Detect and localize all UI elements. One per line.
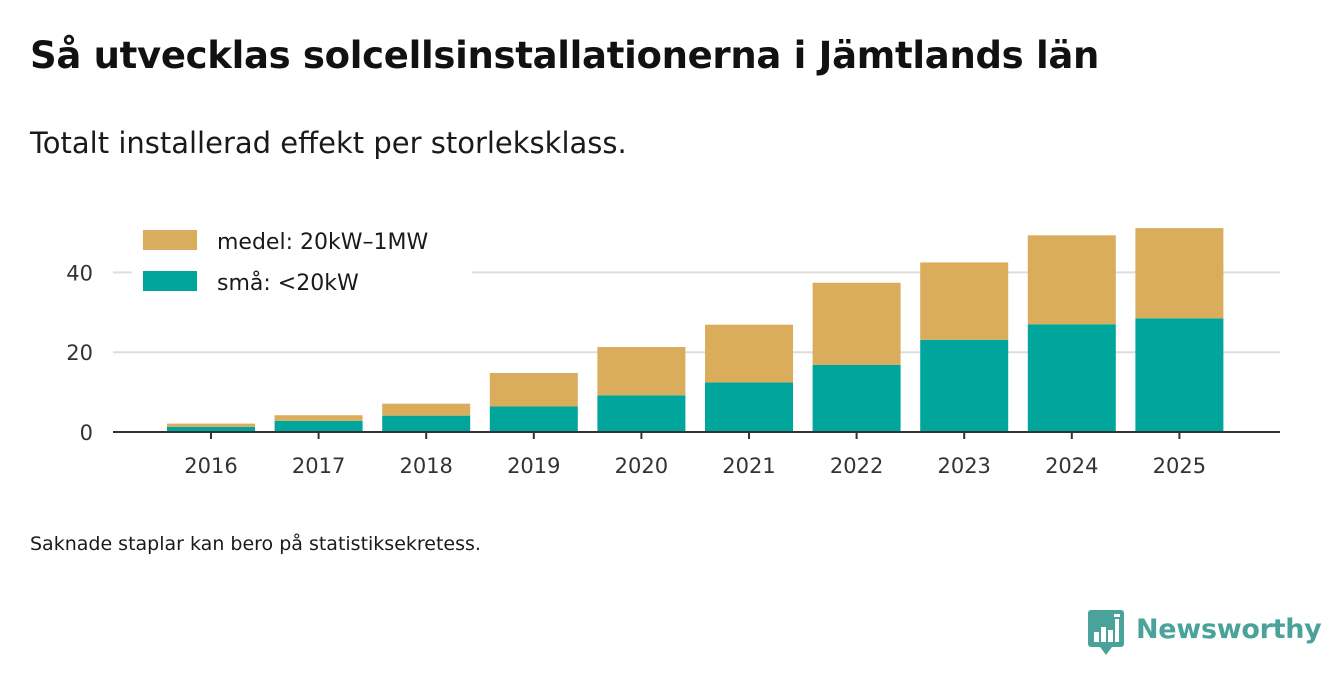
bar-medel-2023: [920, 262, 1009, 340]
y-tick-label-20: 20: [66, 341, 93, 365]
x-tick-label-2021: 2021: [722, 454, 775, 478]
y-axis-ticks: 0 20 40: [66, 261, 93, 445]
bar-sma-2024: [1027, 324, 1116, 432]
bar-medel-2016: [167, 423, 255, 427]
x-tick-label-2024: 2024: [1045, 454, 1098, 478]
x-tick-label-2023: 2023: [937, 454, 990, 478]
bar-sma-2025: [1135, 318, 1224, 432]
x-tick-label-2019: 2019: [507, 454, 560, 478]
bar-sma-2018: [382, 415, 471, 432]
x-tick-label-2016: 2016: [184, 454, 237, 478]
bar-medel-2024: [1027, 235, 1116, 325]
legend-label-sma: små: <20kW: [217, 270, 359, 296]
bar-sma-2016: [167, 426, 255, 432]
legend-label-medel: medel: 20kW–1MW: [217, 230, 428, 255]
chart-subtitle: Totalt installerad effekt per storlekskl…: [30, 126, 627, 160]
bar-medel-2017: [274, 415, 363, 421]
x-tick-label-2025: 2025: [1153, 454, 1206, 478]
x-tick-label-2022: 2022: [830, 454, 883, 478]
legend: medel: 20kW–1MW små: <20kW: [132, 220, 472, 302]
bar-sma-2020: [597, 395, 686, 432]
bars: [167, 228, 1224, 432]
bar-medel-2020: [597, 347, 686, 396]
legend-swatch-medel: [143, 230, 197, 250]
bar-medel-2022: [812, 282, 901, 365]
x-axis-ticks: 2016 2017 2018 2019 2020 2021 2022 2023 2024 2025: [184, 432, 1206, 478]
bar-medel-2018: [382, 403, 471, 416]
bar-sma-2023: [920, 339, 1009, 432]
bar-medel-2021: [705, 324, 793, 383]
x-tick-label-2020: 2020: [615, 454, 668, 478]
footnote: Saknade staplar kan bero på statistiksek…: [30, 533, 481, 555]
bar-sma-2022: [812, 364, 901, 432]
x-tick-label-2018: 2018: [399, 454, 452, 478]
brand-logo: Newsworthy: [1088, 610, 1322, 656]
chart-title: Så utvecklas solcellsinstallationerna i …: [30, 34, 1100, 77]
x-tick-label-2017: 2017: [292, 454, 345, 478]
bar-sma-2017: [274, 420, 363, 432]
brand-name: Newsworthy: [1136, 613, 1322, 645]
bar-medel-2025: [1135, 228, 1224, 319]
y-tick-label-0: 0: [80, 421, 93, 445]
legend-swatch-sma: [143, 271, 197, 291]
bar-sma-2021: [705, 382, 793, 432]
bar-medel-2019: [489, 372, 578, 407]
bar-sma-2019: [489, 406, 578, 432]
bar-chart-logo-icon: [1088, 610, 1124, 655]
y-tick-label-40: 40: [66, 261, 93, 285]
